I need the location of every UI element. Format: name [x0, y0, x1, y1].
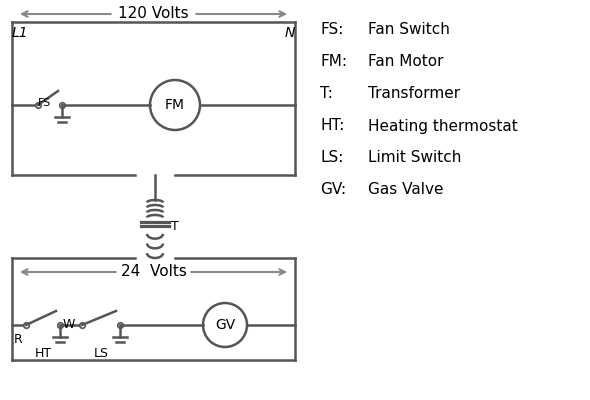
Text: N: N [284, 26, 295, 40]
Text: FM:: FM: [320, 54, 347, 70]
Text: Transformer: Transformer [368, 86, 460, 102]
Text: LS:: LS: [320, 150, 343, 166]
Text: LS: LS [93, 347, 109, 360]
Text: FM: FM [165, 98, 185, 112]
Text: Fan Motor: Fan Motor [368, 54, 444, 70]
Text: T: T [171, 220, 179, 232]
Text: R: R [14, 333, 23, 346]
Text: L1: L1 [12, 26, 29, 40]
Text: W: W [63, 318, 76, 332]
Text: GV:: GV: [320, 182, 346, 198]
Text: 24  Volts: 24 Volts [120, 264, 186, 280]
Text: GV: GV [215, 318, 235, 332]
Text: Gas Valve: Gas Valve [368, 182, 444, 198]
Text: HT:: HT: [320, 118, 345, 134]
Text: T:: T: [320, 86, 333, 102]
Text: 120 Volts: 120 Volts [118, 6, 189, 22]
Text: FS: FS [38, 98, 51, 108]
Text: Limit Switch: Limit Switch [368, 150, 461, 166]
Text: Fan Switch: Fan Switch [368, 22, 450, 38]
Text: Heating thermostat: Heating thermostat [368, 118, 518, 134]
Text: HT: HT [34, 347, 51, 360]
Text: FS:: FS: [320, 22, 343, 38]
